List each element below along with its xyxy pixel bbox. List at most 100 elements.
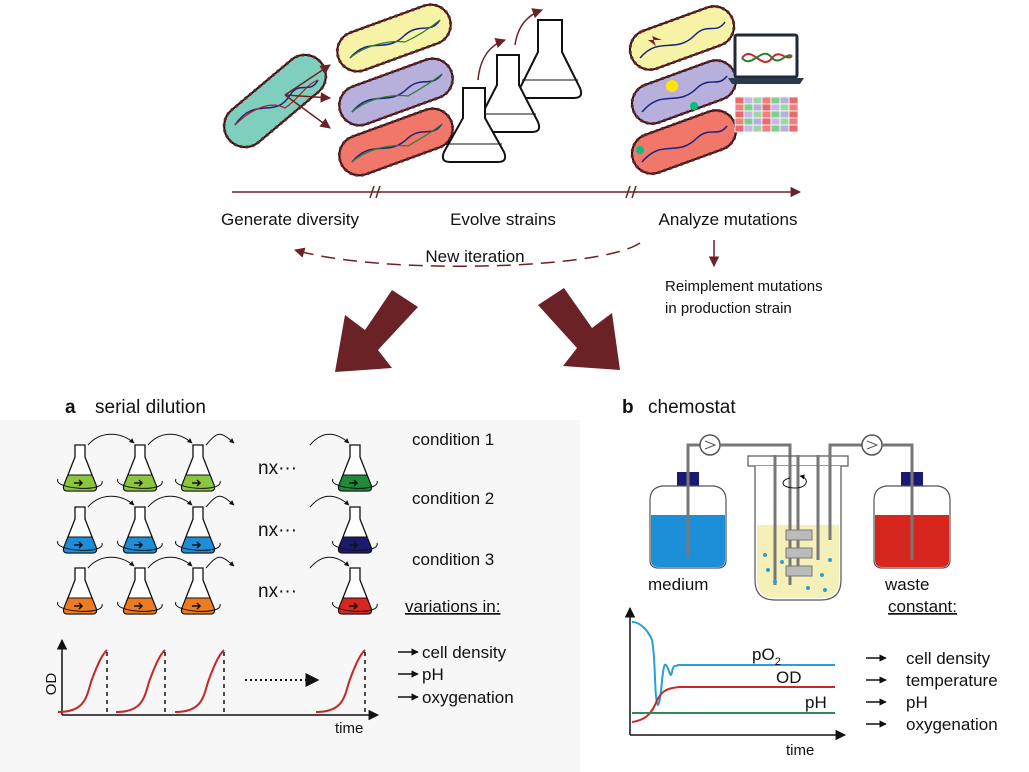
step-evolve-strains: Evolve strains	[450, 210, 556, 229]
condition-3-label: condition 3	[412, 550, 494, 569]
heatmap-cell	[761, 124, 772, 133]
growth-curve	[174, 649, 225, 713]
chemostat-plot	[624, 606, 847, 741]
heatmap-cell	[788, 103, 799, 112]
heatmap-cell	[734, 117, 745, 126]
condition-1-label: condition 1	[412, 430, 494, 449]
panel-a-letter: a	[65, 397, 76, 418]
constant-item-4: oxygenation	[906, 715, 998, 734]
transfer-arc	[147, 433, 193, 446]
step-analyze-mutations: Analyze mutations	[659, 210, 798, 229]
heatmap-cell	[761, 110, 772, 119]
mutant-bacterium-3	[337, 107, 455, 177]
constant-heading: constant:	[888, 597, 957, 616]
transfer-arrows	[477, 8, 543, 81]
new-iteration-label: New iteration	[425, 247, 524, 266]
panel-a-title: serial dilution	[95, 397, 206, 418]
od-axis-label: OD	[43, 673, 60, 696]
variations-heading: variations in:	[405, 597, 500, 616]
heatmap-cell	[788, 124, 799, 133]
variation-item-2: pH	[422, 665, 444, 684]
constant-item-1: cell density	[906, 649, 991, 668]
transfer-arc	[309, 433, 350, 446]
heatmap-cell	[752, 110, 763, 119]
condition-2-label: condition 2	[412, 489, 494, 508]
heatmap-cell	[752, 96, 763, 105]
variation-item-1: cell density	[422, 643, 507, 662]
panel-b-letter: b	[622, 397, 634, 418]
transfer-arc	[309, 495, 350, 508]
heatmap-cell	[761, 96, 772, 105]
heatmap-cell	[770, 117, 781, 126]
heatmap-cell	[734, 96, 745, 105]
laptop-icon	[728, 33, 804, 84]
reimplement-line-2: in production strain	[665, 300, 792, 317]
heatmap-cell	[734, 110, 745, 119]
po2-label-text: pO	[752, 645, 775, 664]
heatmap-cell	[734, 103, 745, 112]
transfer-arc	[147, 556, 193, 569]
variation-list	[398, 648, 419, 701]
heatmap-cell	[734, 124, 745, 133]
growth-curve	[315, 649, 366, 713]
heatmap-cell	[770, 103, 781, 112]
chemostat-apparatus	[649, 434, 951, 601]
heatmap-cell	[743, 117, 754, 126]
od-line-label: OD	[776, 668, 802, 687]
growth-curves-plot	[56, 638, 380, 721]
medium-label: medium	[648, 575, 708, 594]
culture-flask	[175, 567, 221, 615]
culture-flask	[175, 506, 221, 554]
culture-flask	[57, 506, 103, 554]
growth-curve	[57, 649, 108, 713]
big-arrow-right	[538, 288, 620, 370]
constant-item-3: pH	[906, 693, 928, 712]
culture-flask	[332, 506, 378, 554]
culture-flask	[57, 444, 103, 492]
waste-label: waste	[884, 575, 929, 594]
analyzed-bacterium-3	[630, 102, 738, 176]
transfer-arc	[205, 433, 235, 446]
evolve-flasks	[441, 19, 583, 163]
constant-item-2: temperature	[906, 671, 998, 690]
transfer-arc	[87, 433, 135, 446]
po2-label-subscript: 2	[775, 656, 781, 668]
reimplement-line-1: Reimplement mutations	[665, 278, 823, 295]
constant-list	[866, 654, 887, 728]
step-generate-diversity: Generate diversity	[221, 210, 359, 229]
big-arrow-left	[335, 290, 418, 372]
ph-line-label: pH	[805, 693, 827, 712]
ancestor-bacterium	[222, 53, 328, 149]
heatmap-cell	[779, 124, 790, 133]
iteration-arc	[293, 242, 641, 267]
heatmap-icon	[734, 96, 799, 133]
heatmap-cell	[770, 110, 781, 119]
timeline	[232, 185, 802, 199]
time-axis-label-b: time	[786, 742, 814, 759]
heatmap-cell	[779, 103, 790, 112]
heatmap-cell	[743, 110, 754, 119]
heatmap-cell	[770, 124, 781, 133]
repeat-label-1: nx···	[258, 458, 297, 479]
transfer-arc	[147, 495, 193, 508]
heatmap-cell	[779, 110, 790, 119]
diversify-arrows	[284, 64, 332, 129]
heatmap-cell	[761, 117, 772, 126]
mutant-bacterium-2	[337, 57, 455, 127]
repeat-label-2: nx···	[258, 520, 297, 541]
serial-dilution-flasks	[57, 433, 378, 615]
heatmap-cell	[770, 96, 781, 105]
heatmap-cell	[788, 110, 799, 119]
culture-flask	[332, 567, 378, 615]
transfer-arc	[87, 495, 135, 508]
heatmap-cell	[743, 124, 754, 133]
heatmap-cell	[752, 124, 763, 133]
culture-flask	[117, 444, 163, 492]
po2-label: pO2	[752, 645, 781, 668]
heatmap-cell	[779, 117, 790, 126]
panel-a-background	[0, 420, 580, 772]
mutant-bacterium-1	[335, 3, 453, 73]
culture-flask	[175, 444, 221, 492]
